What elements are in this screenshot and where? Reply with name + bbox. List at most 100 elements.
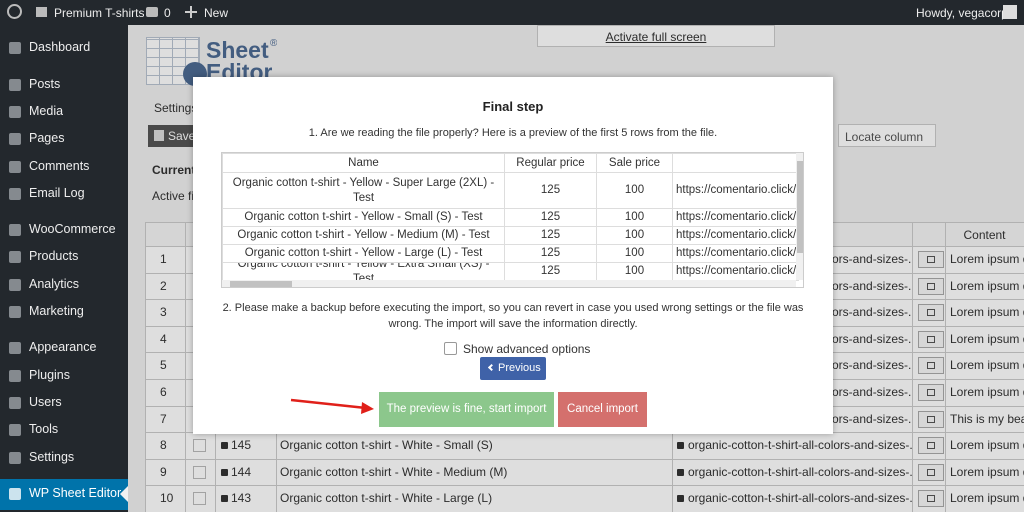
menu-icon [9,370,21,382]
row-title[interactable]: Organic cotton t-shirt - White - Large (… [280,491,493,506]
advanced-checkbox[interactable] [444,342,457,355]
row-number: 8 [160,438,167,453]
row-content: Lorem ipsum d [950,278,1024,293]
arrow-shaft [290,398,367,410]
step-two-text: 2. Please make a backup before executing… [222,302,804,330]
current-label: Current [152,163,196,177]
previous-button[interactable]: Previous [480,357,546,380]
preview-table: Name Regular price Sale price Organic cotto… [221,152,804,288]
row-checkbox[interactable] [193,439,206,453]
row-content: Lorem ipsum d [950,252,1024,266]
row-slug: organic-cotton-t-shirt-all-colors-and-si… [688,464,912,479]
menu-item[interactable]: Dashboard [29,40,91,54]
menu-item[interactable]: Products [29,249,79,263]
menu-item[interactable]: Settings [29,450,75,464]
menu-item[interactable]: Posts [29,77,61,91]
sheet-cell [145,432,186,460]
row-id: 145 [231,438,252,453]
menu-item[interactable]: Tools [29,422,59,436]
menu-icon [9,188,21,200]
menu-item[interactable]: Users [29,395,62,409]
preview-hscroll[interactable] [222,280,796,287]
row-slug: ors-and-sizes-... [832,385,912,399]
sheet-cell [945,458,1024,487]
menu-item[interactable]: Comments [29,159,90,173]
edit-button[interactable] [918,277,944,295]
confirm-button[interactable]: The preview is fine, start import [379,392,554,427]
row-number: 5 [160,358,167,373]
row-title[interactable]: Organic cotton t-shirt - White - Small (… [280,438,493,453]
menu-icon [9,133,21,145]
menu-item[interactable]: Email Log [29,186,85,200]
preview-hthumb[interactable] [230,281,292,287]
row-checkbox[interactable] [193,492,206,506]
edit-button[interactable] [918,384,944,401]
fullscreen-link[interactable]: Activate full screen [605,30,707,44]
menu-icon [9,42,21,54]
lock-icon [221,442,228,450]
comment-count[interactable]: 0 [164,6,171,20]
edit-icon [927,495,935,503]
menu-item[interactable]: Marketing [29,304,84,318]
lock-icon [677,495,684,503]
edit-icon [927,389,935,396]
edit-button[interactable] [918,330,944,348]
sheet-cell [276,458,673,487]
row-number: 2 [160,278,167,293]
advanced-label[interactable]: Show advanced options [463,342,591,356]
edit-button[interactable] [918,357,944,375]
edit-icon [927,256,935,263]
lock-icon [221,468,228,476]
menu-icon [9,79,21,91]
previous-label: Previous [498,362,541,374]
row-slug: ors-and-sizes-... [832,305,912,320]
menu-pointer [120,486,128,502]
row-slug: ors-and-sizes-... [832,278,912,293]
new-link[interactable]: New [204,6,229,20]
row-number: 1 [160,252,167,266]
row-content: Lorem ipsum d [950,358,1024,373]
edit-icon [927,309,935,317]
row-number: 7 [160,411,167,426]
sheet-cell [276,485,673,512]
edit-button[interactable] [918,490,944,508]
sheet-cell [145,379,186,407]
menu-item[interactable]: Media [29,104,64,118]
edit-button[interactable] [918,463,944,481]
preview-vthumb[interactable] [797,161,803,253]
menu-item[interactable]: WooCommerce [29,222,116,236]
sheet-cell [945,432,1024,460]
menu-item[interactable]: WP Sheet Editor [29,486,122,500]
menu-item[interactable]: Pages [29,131,65,145]
site-name[interactable]: Premium T-shirts [54,6,145,20]
menu-icon [9,161,21,173]
locate-column-input[interactable]: Locate column [838,124,936,147]
row-slug: ors-and-sizes-... [832,331,912,346]
edit-button[interactable] [918,251,944,268]
comment-icon [146,7,158,17]
edit-button[interactable] [918,304,944,322]
menu-item[interactable]: Plugins [29,368,70,382]
settings-tab[interactable]: Settings [154,101,198,115]
cancel-button[interactable]: Cancel import [558,392,647,427]
edit-button[interactable] [918,410,944,428]
admin-menu: Dashboard Posts Media Pages Comments Email Lo… [0,25,128,512]
sheet-cell [945,485,1024,512]
greeting[interactable]: Howdy, vegacorp [916,6,1008,20]
sheet-cell [672,485,913,512]
edit-button[interactable] [918,437,944,455]
logo-mark: ® [270,38,278,49]
lock-icon [677,442,684,450]
lock-icon [221,495,228,503]
wp-logo[interactable] [7,4,22,19]
edit-icon [927,335,935,343]
row-id: 144 [231,464,252,479]
menu-item[interactable]: Analytics [29,277,80,291]
row-content: Lorem ipsum d [950,491,1024,506]
row-checkbox[interactable] [193,465,206,479]
menu-icon [9,106,21,118]
row-title[interactable]: Organic cotton t-shirt - White - Medium … [280,464,508,479]
menu-icon [9,279,21,291]
menu-item[interactable]: Appearance [29,340,97,354]
